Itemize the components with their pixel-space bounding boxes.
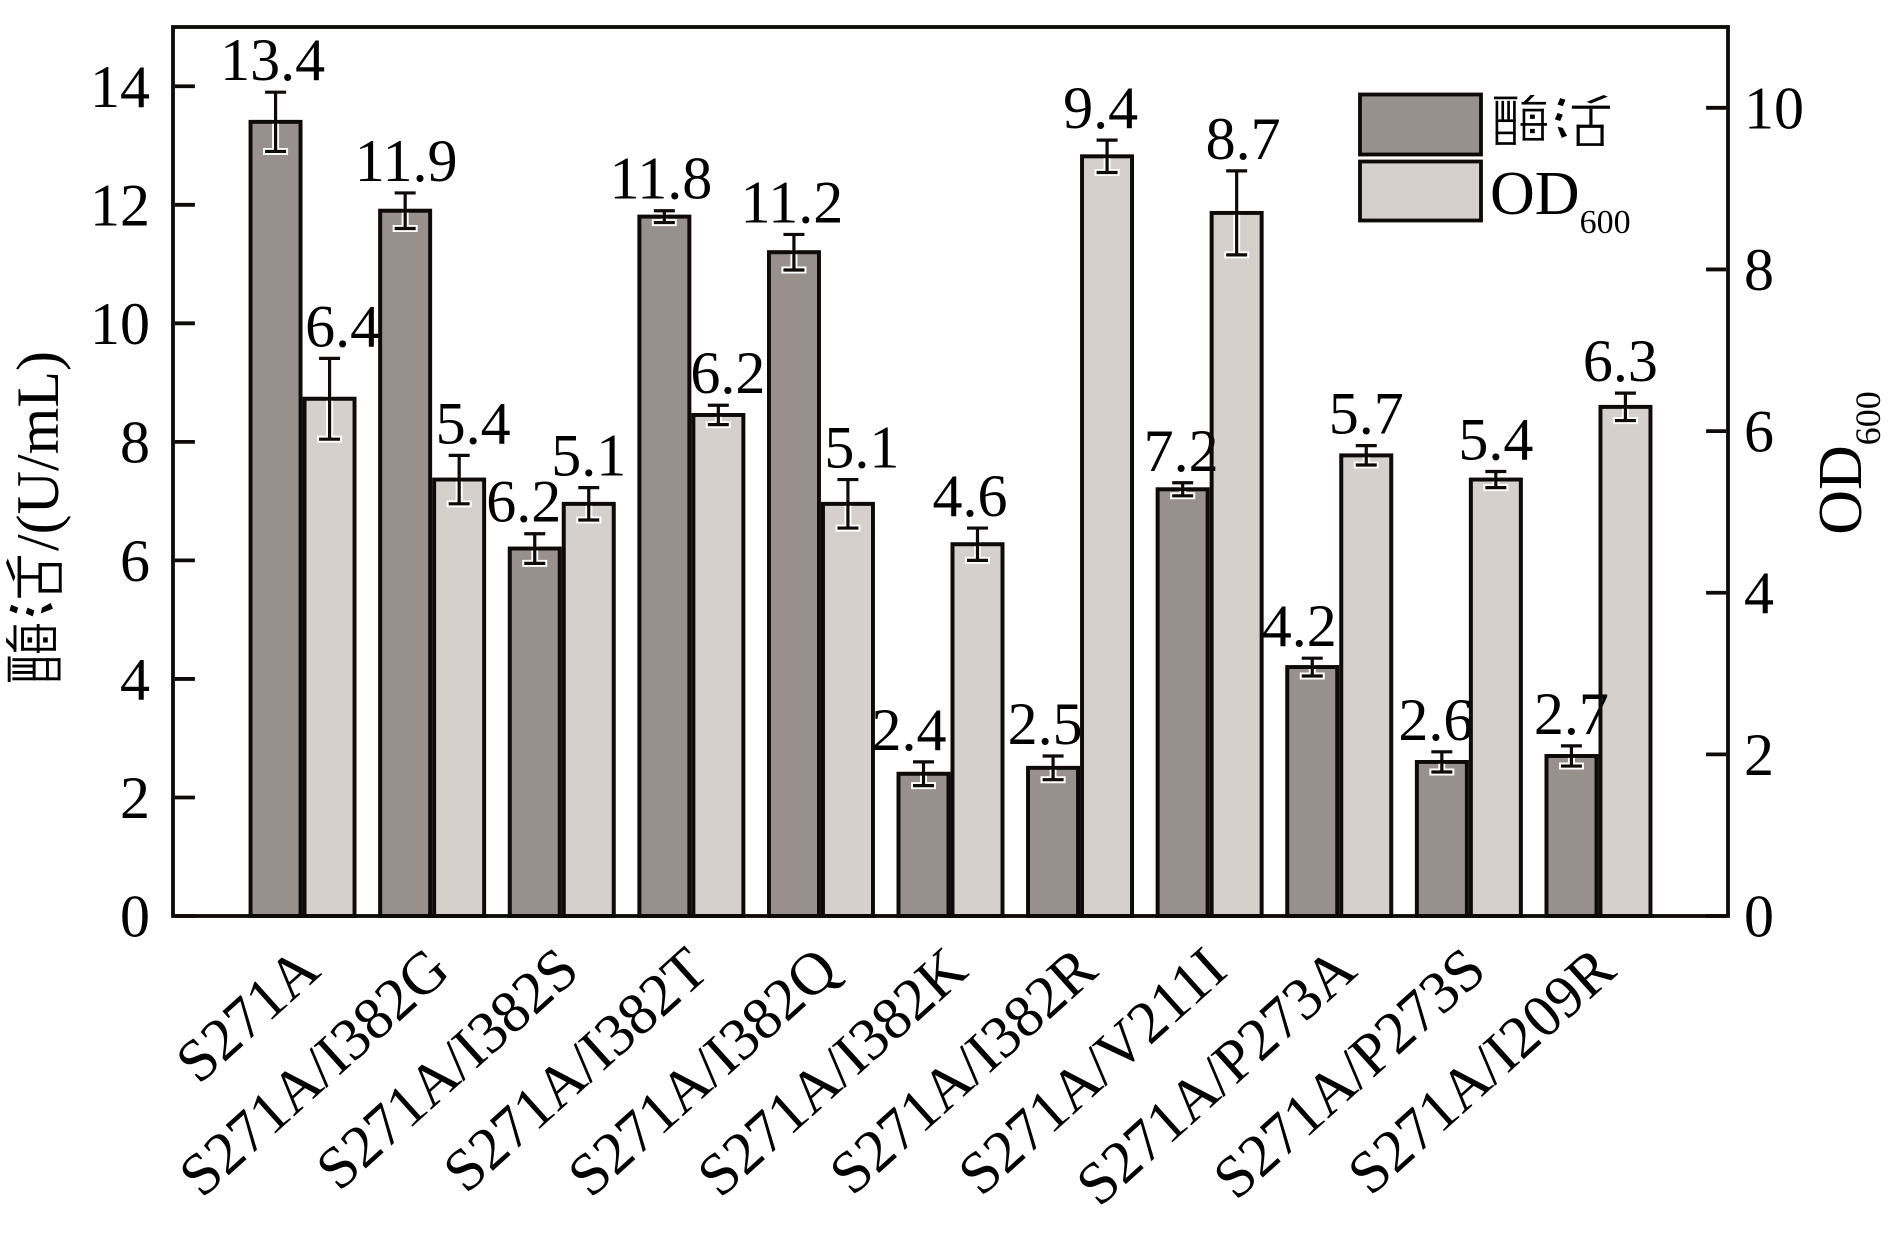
svg-text:5.7: 5.7: [1329, 381, 1404, 447]
svg-text:2.4: 2.4: [872, 697, 947, 763]
svg-text:2.5: 2.5: [1008, 691, 1083, 757]
svg-text:10: 10: [1744, 75, 1804, 141]
svg-text:6: 6: [120, 528, 150, 594]
svg-text:5.4: 5.4: [436, 390, 511, 456]
svg-text:OD600: OD600: [1807, 391, 1888, 535]
svg-text:5.1: 5.1: [824, 415, 899, 481]
svg-text:4: 4: [120, 646, 150, 712]
svg-text:7.2: 7.2: [1144, 418, 1219, 484]
svg-text:5.4: 5.4: [1458, 407, 1533, 473]
svg-text:2: 2: [120, 765, 150, 831]
svg-text:4: 4: [1744, 560, 1774, 626]
svg-text:6: 6: [1744, 399, 1774, 465]
svg-text:2: 2: [1744, 722, 1774, 788]
svg-text:10: 10: [90, 291, 150, 357]
svg-text:5.1: 5.1: [551, 423, 626, 489]
svg-text:/(U/mL): /(U/mL): [5, 351, 71, 551]
svg-text:0: 0: [1744, 884, 1774, 950]
svg-text:8: 8: [1744, 237, 1774, 303]
svg-text:4.6: 4.6: [933, 463, 1008, 529]
svg-text:9.4: 9.4: [1063, 75, 1138, 141]
svg-text:8: 8: [120, 409, 150, 475]
svg-text:6.2: 6.2: [690, 340, 765, 406]
svg-text:11.9: 11.9: [355, 128, 458, 194]
svg-text:2.6: 2.6: [1398, 687, 1473, 753]
svg-text:14: 14: [90, 54, 150, 120]
svg-text:4.2: 4.2: [1262, 593, 1337, 659]
svg-text:12: 12: [90, 172, 150, 238]
svg-text:11.8: 11.8: [609, 146, 712, 212]
svg-text:OD600: OD600: [1490, 160, 1631, 241]
svg-text:8.7: 8.7: [1206, 106, 1281, 172]
svg-text:6.3: 6.3: [1583, 328, 1658, 394]
svg-text:13.4: 13.4: [220, 27, 325, 93]
svg-text:0: 0: [120, 884, 150, 950]
svg-text:6.2: 6.2: [486, 469, 561, 535]
svg-text:6.4: 6.4: [305, 293, 380, 359]
svg-text:11.2: 11.2: [741, 169, 844, 235]
svg-text:2.7: 2.7: [1534, 681, 1609, 747]
